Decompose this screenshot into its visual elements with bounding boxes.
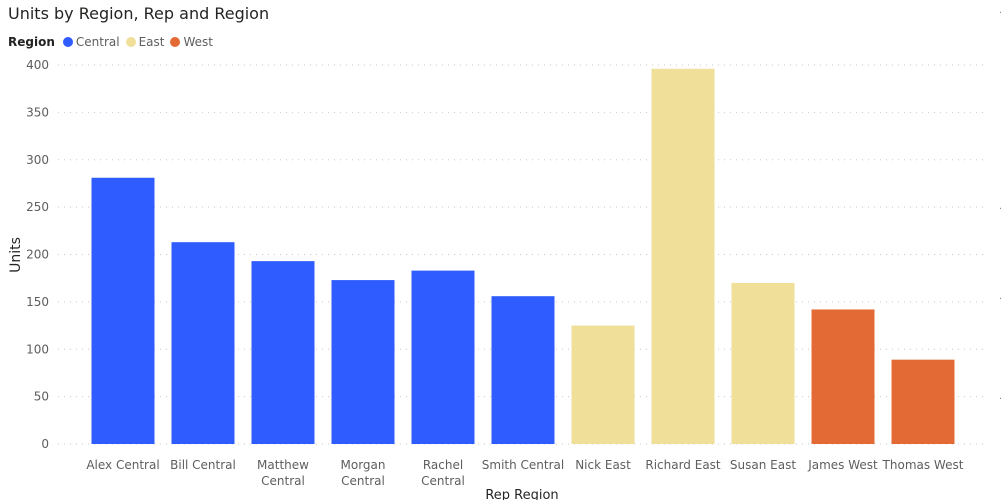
x-tick-label: Richard East xyxy=(645,458,721,472)
legend: Region Central East West xyxy=(8,34,219,50)
x-tick-label: Susan East xyxy=(730,458,796,472)
legend-item-west[interactable]: West xyxy=(170,35,213,49)
x-tick-label: Thomas West xyxy=(882,458,964,472)
x-axis: Alex Central Bill Central Matthew Central Mo… xyxy=(86,458,963,488)
bar[interactable] xyxy=(811,309,875,444)
x-axis-title: Rep Region xyxy=(485,488,558,500)
bar[interactable] xyxy=(411,270,475,444)
y-tick-label: 50 xyxy=(34,390,49,404)
legend-swatch-west xyxy=(170,37,181,47)
legend-swatch-central xyxy=(62,37,73,47)
bar[interactable] xyxy=(571,325,635,444)
edge-dots: · xyxy=(998,204,1002,215)
y-tick-label: 200 xyxy=(26,248,49,262)
x-tick-label: Bill Central xyxy=(170,458,236,472)
y-tick-label: 300 xyxy=(26,153,49,167)
bars xyxy=(91,68,955,444)
bar[interactable] xyxy=(251,261,315,444)
x-tick-label: Smith Central xyxy=(482,458,564,472)
edge-dots: · xyxy=(998,294,1002,305)
edge-dots: · xyxy=(998,394,1002,405)
y-tick-label: 100 xyxy=(26,342,49,356)
x-tick-label: Morgan Central xyxy=(341,458,386,488)
legend-item-central[interactable]: Central xyxy=(62,35,120,49)
y-axis-title: Units xyxy=(8,237,24,273)
bar[interactable] xyxy=(91,177,155,444)
more-options-dots: · xyxy=(998,8,1002,19)
x-tick-label: Nick East xyxy=(575,458,631,472)
legend-label-central: Central xyxy=(75,35,120,49)
bar[interactable] xyxy=(171,242,235,444)
legend-swatch-east xyxy=(125,37,136,47)
bar[interactable] xyxy=(331,280,395,444)
legend-item-east[interactable]: East xyxy=(125,35,165,49)
x-tick-label: James West xyxy=(807,458,878,472)
y-tick-label: 0 xyxy=(41,437,49,451)
y-tick-label: 150 xyxy=(26,295,49,309)
y-tick-label: 250 xyxy=(26,200,49,214)
x-tick-label: Alex Central xyxy=(86,458,159,472)
bar[interactable] xyxy=(731,282,795,444)
chart-title: Units by Region, Rep and Region xyxy=(8,4,270,23)
y-axis: 0 50 100 150 200 250 300 350 400 xyxy=(26,58,49,451)
y-tick-label: 350 xyxy=(26,105,49,119)
x-tick-label: Rachel Central xyxy=(421,458,465,488)
legend-label-west: West xyxy=(183,35,213,49)
bar[interactable] xyxy=(491,296,555,444)
bar[interactable] xyxy=(891,359,955,444)
legend-title: Region xyxy=(8,35,55,49)
x-tick-label: Matthew Central xyxy=(257,458,309,488)
legend-label-east: East xyxy=(138,35,165,49)
y-tick-label: 400 xyxy=(26,58,49,72)
bar[interactable] xyxy=(651,68,715,444)
